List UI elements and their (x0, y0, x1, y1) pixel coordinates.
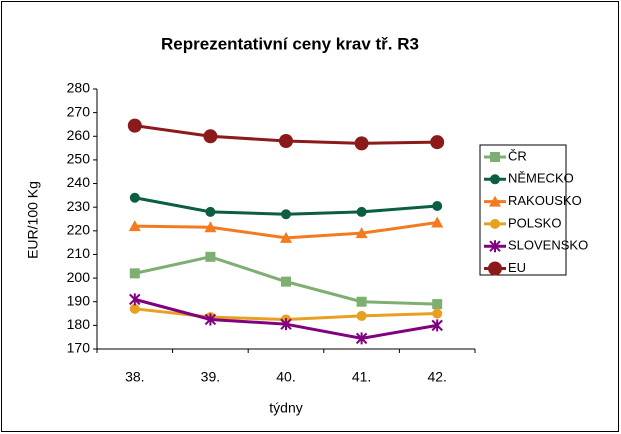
y-tick-label: 250 (67, 151, 91, 167)
y-tick-label: 260 (67, 127, 91, 143)
x-tick-label: 42. (427, 369, 446, 385)
legend-label: SLOVENSKO (508, 238, 588, 253)
y-tick-label: 190 (67, 292, 91, 308)
marker (490, 152, 500, 162)
x-tick-label: 41. (352, 369, 371, 385)
marker (127, 118, 142, 133)
y-axis-label: EUR/100 Kg (25, 181, 41, 259)
marker (129, 293, 141, 306)
marker (489, 240, 501, 253)
marker (205, 206, 216, 217)
marker (203, 129, 218, 144)
y-tick-label: 170 (67, 340, 91, 356)
marker (490, 174, 500, 185)
marker (356, 296, 367, 307)
chart-title: Reprezentativní ceny krav tř. R3 (161, 34, 419, 53)
y-tick-label: 200 (67, 269, 91, 285)
y-tick-label: 280 (67, 80, 91, 96)
marker (489, 195, 501, 207)
legend-label: POLSKO (508, 215, 561, 230)
x-tick-label: 39. (201, 369, 220, 385)
marker (279, 134, 293, 148)
marker (431, 319, 443, 332)
legend-label: NĚMECKO (508, 171, 574, 186)
marker (281, 276, 291, 287)
marker (490, 218, 500, 229)
y-tick-label: 240 (67, 174, 91, 190)
legend-label: RAKOUSKO (508, 193, 582, 208)
marker (204, 313, 217, 326)
marker (129, 192, 140, 203)
x-tick-label: 40. (276, 369, 295, 385)
marker (488, 261, 502, 276)
marker (281, 209, 291, 220)
marker (204, 221, 217, 233)
y-tick-label: 180 (67, 316, 91, 332)
x-axis-label: týdny (269, 400, 302, 416)
marker (356, 206, 367, 217)
legend-label: EU (508, 260, 526, 275)
legend-box (479, 144, 567, 276)
marker (432, 308, 443, 319)
marker (280, 318, 292, 331)
marker (431, 216, 444, 228)
y-tick-label: 270 (67, 103, 91, 119)
marker (129, 268, 140, 279)
marker (280, 231, 292, 243)
marker (129, 303, 140, 314)
y-tick-label: 220 (67, 222, 91, 238)
y-tick-label: 230 (67, 198, 91, 214)
x-tick-label: 38. (125, 369, 144, 385)
marker (432, 201, 443, 211)
marker (356, 310, 367, 321)
y-tick-label: 210 (67, 245, 91, 261)
marker (354, 136, 369, 151)
marker (432, 299, 443, 310)
marker (430, 135, 445, 150)
marker (355, 227, 368, 239)
marker (128, 220, 141, 232)
marker (355, 332, 368, 345)
marker (205, 251, 216, 262)
legend-label: ČR (508, 148, 527, 163)
